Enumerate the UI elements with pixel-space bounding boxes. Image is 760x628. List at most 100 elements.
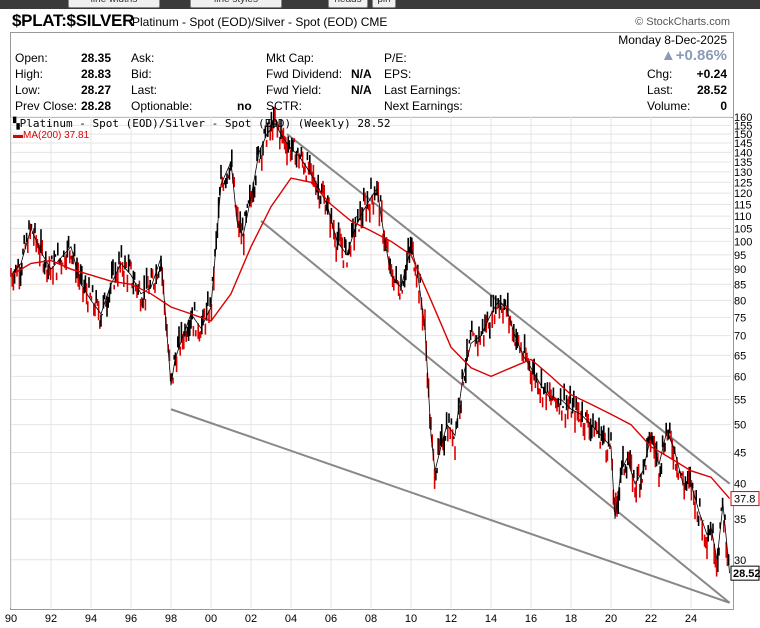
last-value-tag-box <box>730 565 760 581</box>
y-tick-label: 115 <box>734 199 752 211</box>
x-tick-label: 16 <box>525 613 537 625</box>
x-tick-label: 14 <box>485 613 497 625</box>
optionable-value: no <box>237 99 252 113</box>
pin-button[interactable]: pin <box>372 0 396 8</box>
x-tick-label: 22 <box>645 613 657 625</box>
y-tick-label: 120 <box>734 188 752 200</box>
y-tick-label: 130 <box>734 167 752 179</box>
price-line <box>10 122 730 574</box>
x-tick-label: 12 <box>445 613 457 625</box>
ma-value-tag: 37.8 <box>734 494 755 506</box>
change-percent: ▲+0.86% <box>660 47 727 64</box>
prev-close-label: Prev Close: <box>15 99 78 113</box>
chg-value: +0.24 <box>696 67 727 81</box>
y-tick-label: 140 <box>734 147 752 159</box>
next-earnings-label: Next Earnings: <box>384 99 463 113</box>
y-tick-label: 40 <box>734 479 746 491</box>
y-tick-label: 65 <box>734 350 746 362</box>
optionable-label: Optionable: <box>131 99 193 113</box>
x-tick-label: 06 <box>325 613 337 625</box>
y-tick-label: 70 <box>734 331 746 343</box>
ma-value-tag-box <box>730 491 760 507</box>
open-label: Open: <box>15 51 48 65</box>
fwd-yield-label: Fwd Yield: <box>266 83 322 97</box>
x-tick-label: 90 <box>5 613 17 625</box>
mkt-cap-label: Mkt Cap: <box>266 51 315 65</box>
y-tick-label: 85 <box>734 279 746 291</box>
y-tick-label: 145 <box>734 138 752 150</box>
y-tick-label: 150 <box>734 129 752 141</box>
price-bars <box>10 106 730 577</box>
prev-close-value: 28.28 <box>81 99 112 113</box>
x-tick-label: 94 <box>85 613 97 625</box>
drawing-toolbar: line widths line styles heads pin <box>0 0 760 9</box>
x-tick-label: 96 <box>125 613 137 625</box>
last-price-label: Last: <box>647 83 674 97</box>
legend-main-label: Platinum - Spot (EOD)/Silver - Spot (EOD… <box>19 117 391 130</box>
open-value: 28.35 <box>81 51 112 65</box>
grid-lines <box>10 116 731 608</box>
low-label: Low: <box>15 83 41 97</box>
y-tick-label: 135 <box>734 157 752 169</box>
line-styles-button[interactable]: line styles <box>190 0 282 8</box>
brand-logo: © StockCharts.com <box>635 16 730 28</box>
symbol-description: Platinum - Spot (EOD)/Silver - Spot (EOD… <box>132 15 388 29</box>
pe-label: P/E: <box>384 51 407 65</box>
x-tick-label: 10 <box>405 613 417 625</box>
y-tick-label: 105 <box>734 223 752 235</box>
x-tick-label: 92 <box>45 613 57 625</box>
x-tick-label: 18 <box>565 613 577 625</box>
last-value-tag: 28.52 <box>733 568 760 580</box>
fwd-yield-value: N/A <box>351 83 372 97</box>
fwd-dividend-value: N/A <box>351 67 372 81</box>
y-tick-label: 35 <box>734 514 746 526</box>
legend-ma-label: MA(200) 37.81 <box>23 130 90 141</box>
quote-info-panel: Monday 8-Dec-2025 ▲+0.86% Open: 28.35 As… <box>10 32 734 118</box>
x-tick-label: 02 <box>245 613 257 625</box>
x-tick-label: 98 <box>165 613 177 625</box>
y-tick-label: 90 <box>734 264 746 276</box>
y-tick-label: 50 <box>734 420 746 432</box>
trendline-1 <box>260 220 731 604</box>
legend-main: ▚Platinum - Spot (EOD)/Silver - Spot (EO… <box>13 117 391 130</box>
x-tick-label: 24 <box>685 613 697 625</box>
volume-label: Volume: <box>647 99 691 113</box>
value-tags: 37.8 28.52 <box>730 491 760 581</box>
legend-main-icon: ▚ <box>13 117 20 130</box>
y-tick-label: 80 <box>734 295 746 307</box>
low-value: 28.27 <box>81 83 112 97</box>
last-earnings-label: Last Earnings: <box>384 83 461 97</box>
volume-value: 0 <box>720 99 727 113</box>
legend-ma-swatch-icon: ▬ <box>13 130 23 141</box>
trendline-2 <box>170 408 730 604</box>
high-value: 28.83 <box>81 67 112 81</box>
chg-label: Chg: <box>647 67 673 81</box>
ma-line <box>10 177 731 500</box>
y-tick-label: 60 <box>734 371 746 383</box>
y-tick-label: 125 <box>734 177 752 189</box>
x-axis: 90 92 94 96 98 00 02 04 06 08 10 12 14 16 18 20 22 24 <box>5 613 697 625</box>
y-tick-label: 30 <box>734 555 746 567</box>
x-tick-label: 20 <box>605 613 617 625</box>
x-tick-label: 04 <box>285 613 297 625</box>
y-tick-label: 160 <box>734 112 752 124</box>
y-tick-label: 55 <box>734 394 746 406</box>
x-tick-label: 00 <box>205 613 217 625</box>
legend-ma: ▬MA(200) 37.81 <box>13 130 89 141</box>
y-tick-label: 100 <box>734 236 752 248</box>
fwd-dividend-label: Fwd Dividend: <box>266 67 343 81</box>
last-price-value: 28.52 <box>696 83 727 97</box>
chart-header: $PLAT:$SILVER Platinum - Spot (EOD)/Silv… <box>0 9 740 33</box>
heads-button[interactable]: heads <box>328 0 368 8</box>
line-widths-button[interactable]: line widths <box>68 0 160 8</box>
quote-date: Monday 8-Dec-2025 <box>618 33 727 47</box>
eps-label: EPS: <box>384 67 412 81</box>
high-label: High: <box>15 67 44 81</box>
y-tick-label: 45 <box>734 448 746 460</box>
ask-label: Ask: <box>131 51 155 65</box>
y-tick-label: 95 <box>734 250 746 262</box>
y-tick-label: 155 <box>734 120 752 132</box>
x-tick-label: 08 <box>365 613 377 625</box>
